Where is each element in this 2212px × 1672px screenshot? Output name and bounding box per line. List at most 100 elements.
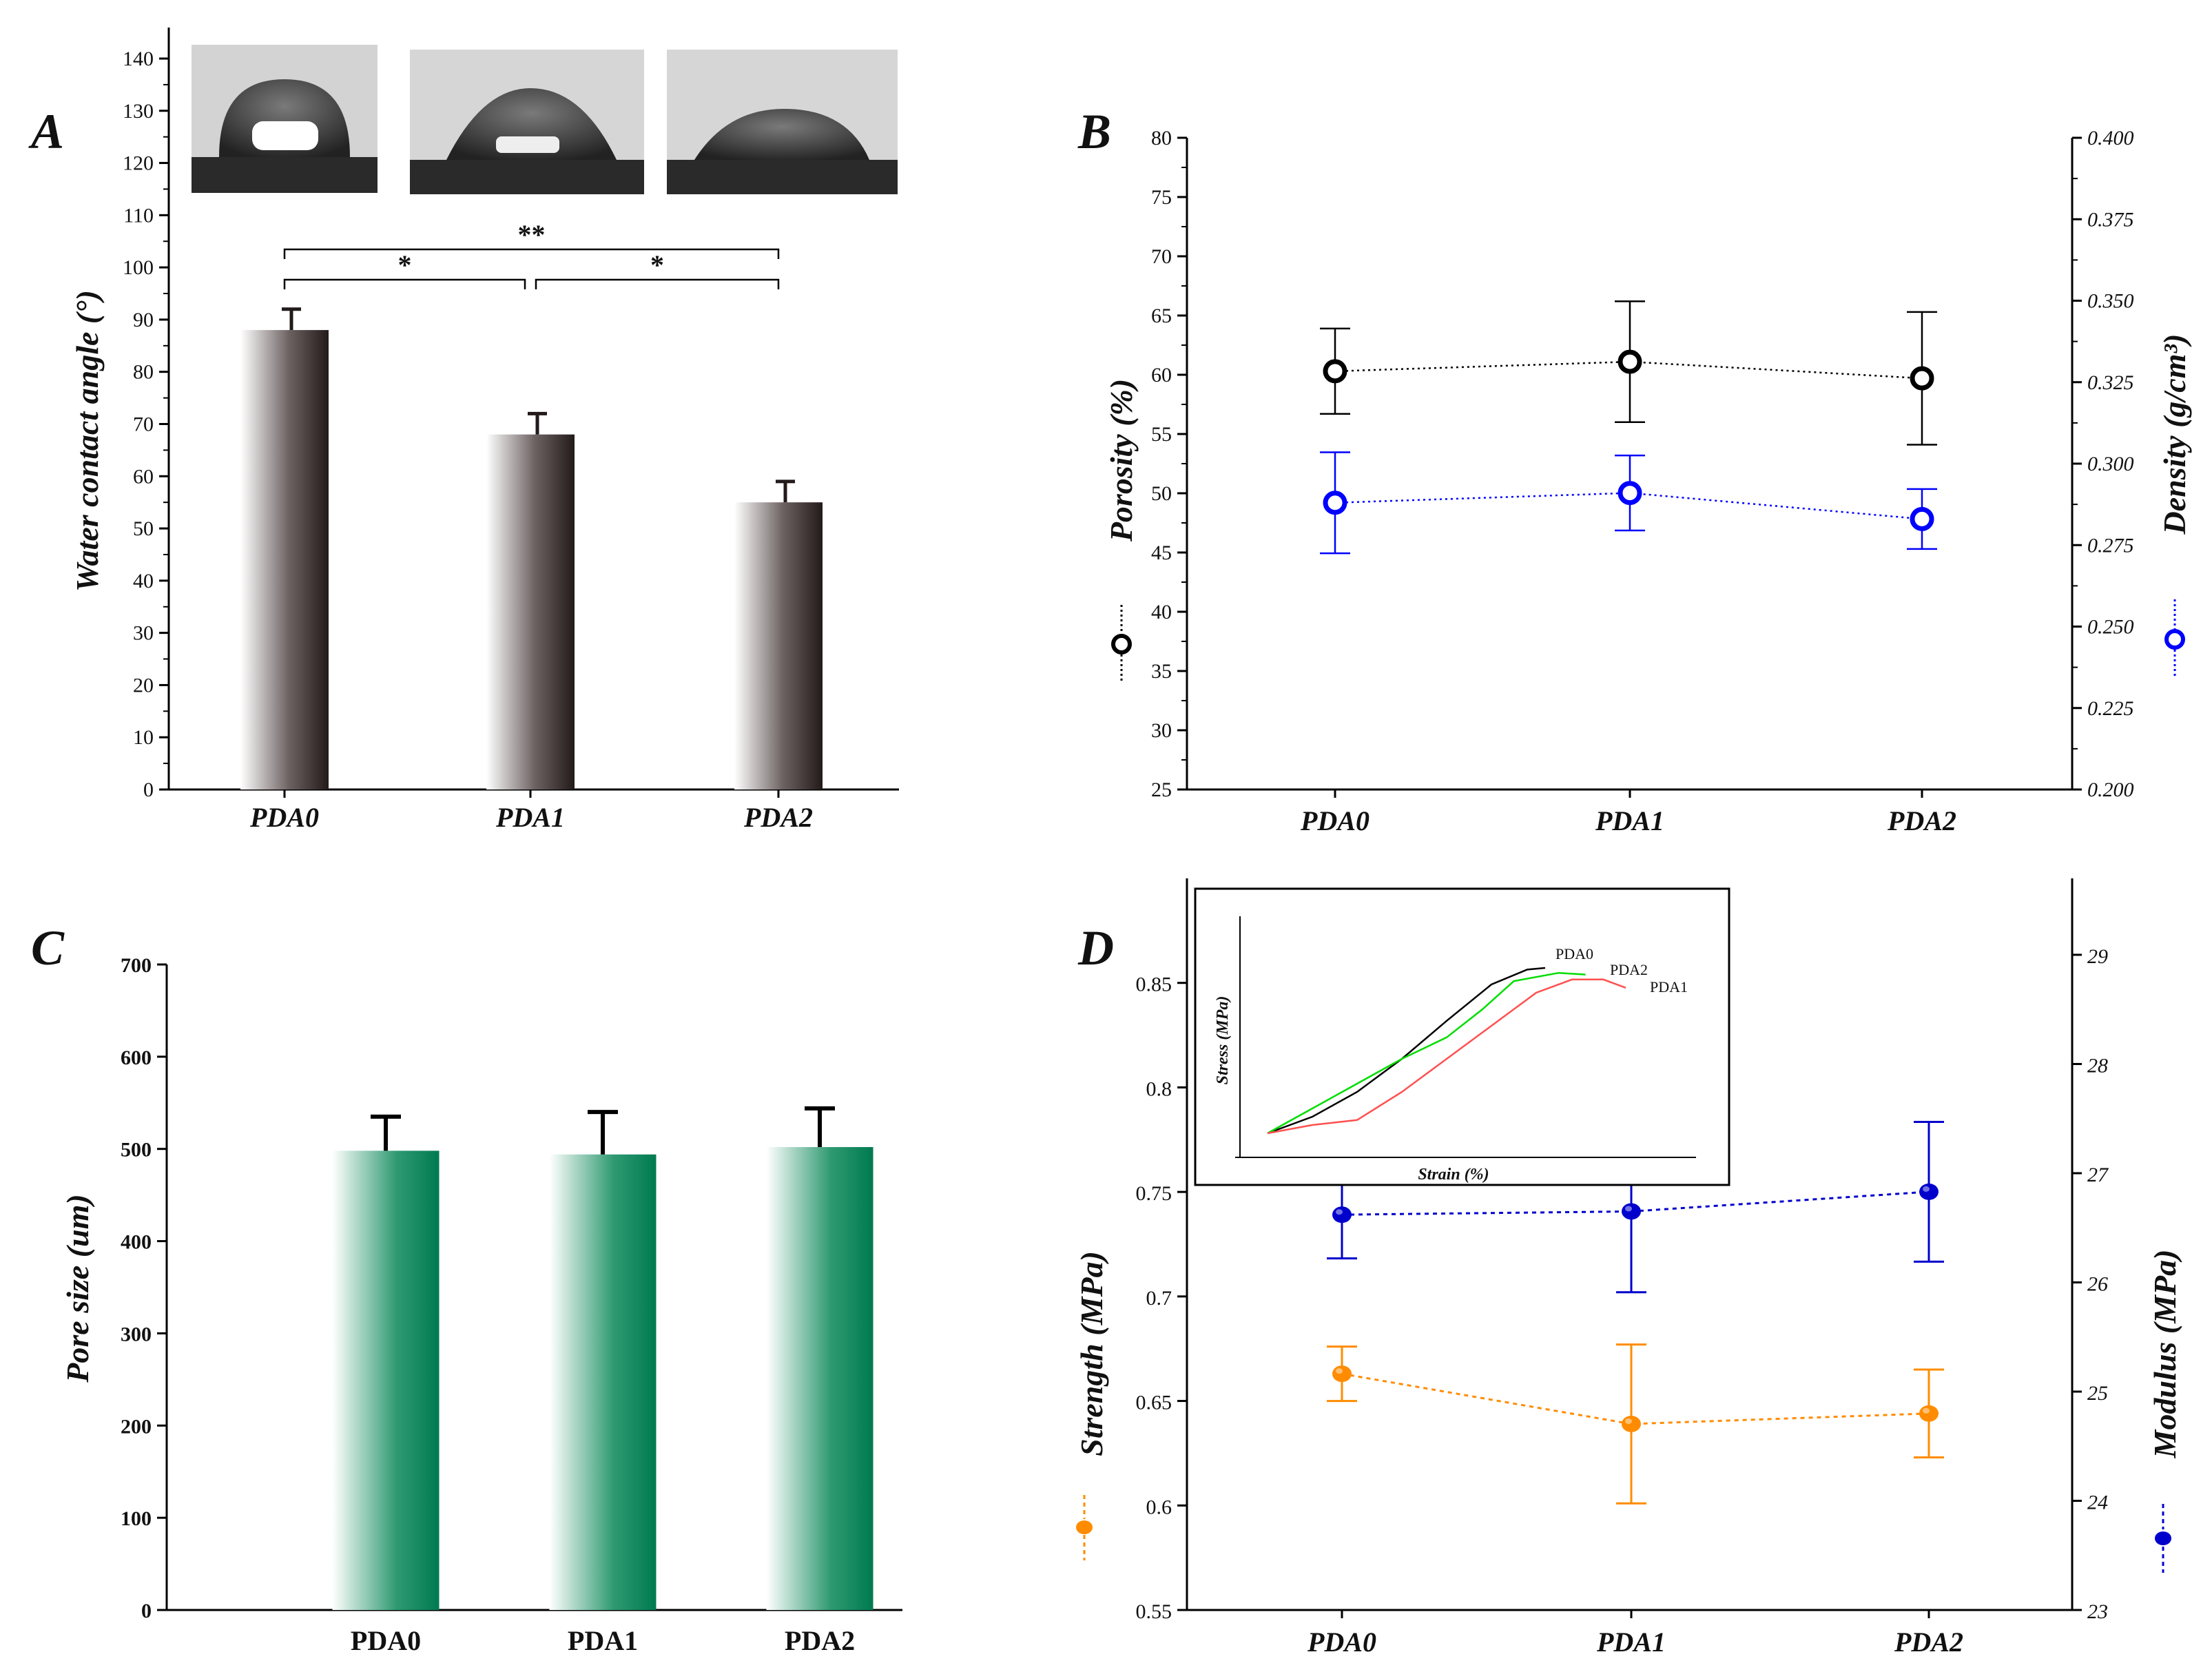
- significance-label: *: [650, 249, 664, 280]
- c-xtick-label: PDA0: [351, 1625, 421, 1656]
- inset-curve-pda2: [1267, 971, 1586, 1135]
- b-right-tick-label: 0.400: [2087, 127, 2134, 149]
- c-xtick-label: PDA2: [785, 1625, 855, 1656]
- d-left-tick-label: 0.8: [1146, 1077, 1172, 1100]
- d-point-highlight: [1336, 1368, 1343, 1374]
- a-bar-pda2: [734, 502, 823, 789]
- a-ytick-label: 50: [133, 517, 154, 540]
- c-bar-pda0: [332, 1150, 440, 1610]
- a-ytick-label: 60: [133, 465, 154, 488]
- inset-curve-label: PDA2: [1610, 961, 1648, 978]
- b-line-density: [1334, 492, 1923, 520]
- droplet-photo-pda1: [410, 50, 644, 194]
- b-point-porosity: [1910, 366, 1934, 391]
- b-right-tick-label: 0.275: [2087, 534, 2134, 557]
- d-point-highlight: [1625, 1418, 1632, 1424]
- a-ytick-label: 80: [133, 361, 154, 384]
- b-right-tick-label: 0.375: [2087, 208, 2134, 231]
- droplet-photo-pda2: [667, 50, 898, 194]
- d-xtick-label: PDA2: [1894, 1627, 1963, 1658]
- b-point-density: [1910, 506, 1934, 531]
- a-ytick-label: 120: [123, 152, 154, 175]
- a-xtick-label: PDA0: [249, 802, 319, 833]
- inset-curve-label: PDA1: [1650, 978, 1688, 995]
- porosity-axis-label: Porosity (%): [1104, 379, 1139, 542]
- d-xtick-label: PDA0: [1307, 1627, 1376, 1658]
- panel-a-ylabel: Water contact angle (°): [70, 290, 105, 592]
- inset-curve-pda0: [1267, 967, 1546, 1135]
- significance-label: **: [518, 219, 546, 250]
- a-ytick-label: 40: [133, 570, 154, 592]
- b-left-tick-label: 35: [1151, 660, 1172, 683]
- b-point-porosity: [1323, 359, 1347, 384]
- significance-bracket: [535, 278, 780, 289]
- d-point-strength: [1332, 1365, 1352, 1383]
- a-ytick-label: 90: [133, 309, 154, 331]
- b-right-tick-label: 0.300: [2087, 453, 2134, 475]
- d-line-strength: [1341, 1372, 1930, 1425]
- a-bar-pda0: [240, 330, 329, 790]
- a-bar-pda1: [486, 434, 575, 789]
- b-xtick-label: PDA2: [1887, 805, 1956, 836]
- c-ytick-label: 700: [121, 954, 152, 977]
- density-legend-marker: [2164, 629, 2185, 650]
- significance-label: *: [398, 249, 412, 280]
- b-right-tick-label: 0.350: [2087, 290, 2134, 313]
- significance-bracket: [283, 278, 526, 289]
- inset-curve-pda1: [1267, 978, 1626, 1135]
- b-left-tick-label: 60: [1151, 364, 1172, 386]
- a-xtick-label: PDA1: [495, 802, 565, 833]
- b-left-tick-label: 25: [1151, 778, 1172, 801]
- panel-b-ylabel-right: Density (g/cm³): [2157, 333, 2192, 679]
- b-xtick-label: PDA0: [1300, 805, 1369, 836]
- d-point-strength: [1919, 1405, 1939, 1422]
- c-bar-pda1: [549, 1154, 657, 1610]
- panel-b-ylabel-left: Porosity (%): [1104, 379, 1139, 683]
- d-left-tick-label: 0.75: [1136, 1182, 1172, 1205]
- d-right-tick-label: 29: [2087, 945, 2108, 968]
- b-xtick-label: PDA1: [1595, 805, 1664, 836]
- d-right-tick-label: 24: [2087, 1491, 2108, 1514]
- b-left-tick-label: 45: [1151, 541, 1172, 564]
- panel-c-ylabel: Pore size (um): [60, 1194, 95, 1383]
- d-point-modulus: [1919, 1183, 1939, 1200]
- d-point-strength: [1622, 1415, 1641, 1432]
- panel-letter-c: C: [31, 920, 65, 976]
- modulus-legend-marker: [2155, 1531, 2171, 1545]
- panel-letter-b: B: [1077, 104, 1111, 159]
- d-point-highlight: [1336, 1209, 1343, 1215]
- b-right-tick-label: 0.250: [2087, 616, 2134, 639]
- b-right-tick-label: 0.200: [2087, 778, 2134, 801]
- panel-d-ylabel-right: Modulus (MPa): [2147, 1250, 2182, 1573]
- b-left-tick-label: 70: [1151, 245, 1172, 268]
- a-ytick-label: 140: [123, 48, 154, 70]
- b-point-porosity: [1617, 349, 1642, 374]
- b-left-tick-label: 30: [1151, 719, 1172, 742]
- modulus-axis-label: Modulus (MPa): [2147, 1250, 2182, 1459]
- inset-xlabel: Strain (%): [1418, 1166, 1489, 1184]
- c-ytick-label: 400: [121, 1231, 152, 1254]
- c-bar-pda2: [766, 1147, 874, 1610]
- b-left-tick-label: 75: [1151, 186, 1172, 209]
- strength-axis-label: Strength (MPa): [1074, 1251, 1109, 1456]
- panel-d-axes: [1186, 878, 2074, 1611]
- b-point-density: [1617, 481, 1642, 506]
- c-ytick-label: 100: [121, 1507, 152, 1530]
- d-xtick-label: PDA1: [1596, 1627, 1666, 1658]
- panel-d-ylabel-left: Strength (MPa): [1074, 1251, 1109, 1560]
- panel-letter-d: D: [1077, 920, 1114, 976]
- significance-bracket: [283, 248, 780, 259]
- b-point-density: [1323, 491, 1347, 515]
- b-right-tick-label: 0.225: [2087, 697, 2134, 720]
- a-ytick-label: 0: [143, 778, 154, 801]
- d-left-tick-label: 0.65: [1136, 1392, 1172, 1414]
- a-ytick-label: 110: [123, 204, 154, 227]
- density-axis-label: Density (g/cm³): [2157, 333, 2192, 535]
- d-point-highlight: [1923, 1407, 1930, 1414]
- d-right-tick-label: 25: [2087, 1382, 2108, 1405]
- d-point-modulus: [1622, 1203, 1641, 1220]
- b-left-tick-label: 65: [1151, 305, 1172, 327]
- d-left-tick-label: 0.85: [1136, 973, 1172, 996]
